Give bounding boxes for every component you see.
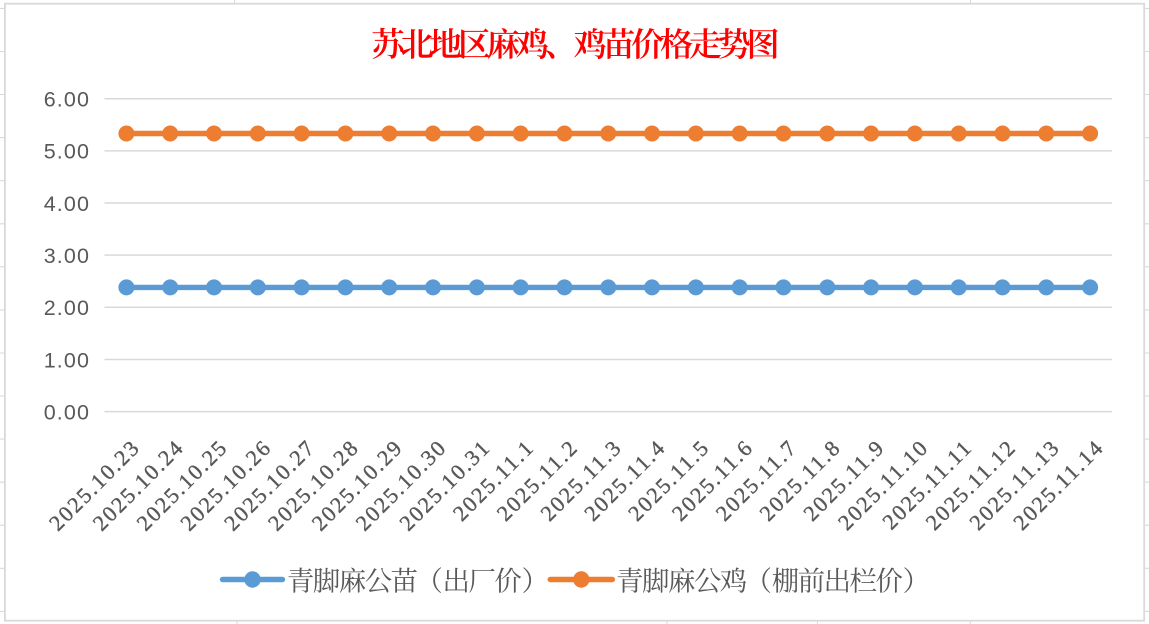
svg-text:2.00: 2.00	[44, 296, 90, 320]
svg-text:3.00: 3.00	[44, 244, 90, 268]
svg-text:0.00: 0.00	[44, 400, 90, 424]
svg-text:4.00: 4.00	[44, 192, 90, 216]
svg-text:6.00: 6.00	[44, 88, 90, 112]
svg-text:1.00: 1.00	[44, 348, 90, 372]
svg-text:5.00: 5.00	[44, 140, 90, 164]
